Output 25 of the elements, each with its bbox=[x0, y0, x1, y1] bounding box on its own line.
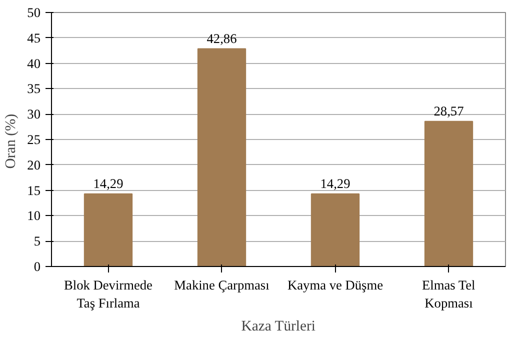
bar bbox=[310, 193, 360, 266]
bar bbox=[197, 48, 246, 266]
bar bbox=[84, 193, 133, 266]
x-tick-label: Elmas Tel Kopması bbox=[422, 278, 476, 310]
y-tick-label: 10 bbox=[27, 208, 41, 224]
data-label: 42,86 bbox=[206, 30, 238, 46]
y-tick-label: 0 bbox=[34, 259, 41, 274]
x-tick-label: Kayma ve Düşme bbox=[288, 278, 384, 292]
data-label: 14,29 bbox=[93, 176, 124, 191]
data-label: 14,29 bbox=[320, 176, 351, 191]
x-tick-label: Blok Devirmede Taş Fırlama bbox=[64, 278, 153, 310]
y-tick-label: 5 bbox=[34, 234, 41, 249]
y-tick-label: 40 bbox=[27, 56, 41, 71]
y-tick-label: 15 bbox=[27, 182, 41, 198]
y-tick-label: 20 bbox=[27, 157, 41, 172]
bar bbox=[424, 120, 474, 266]
y-tick-label: 35 bbox=[27, 81, 41, 96]
y-tick-label: 50 bbox=[27, 5, 41, 20]
x-tick-label: Makine Çarpması bbox=[174, 278, 270, 292]
y-axis-title: Oran (%) bbox=[3, 114, 20, 169]
x-axis-title: Kaza Türleri bbox=[241, 318, 316, 334]
data-label: 28,57 bbox=[434, 103, 464, 118]
y-tick-label: 25 bbox=[27, 132, 41, 147]
y-tick-label: 45 bbox=[27, 30, 41, 46]
y-tick-label: 30 bbox=[27, 106, 41, 122]
